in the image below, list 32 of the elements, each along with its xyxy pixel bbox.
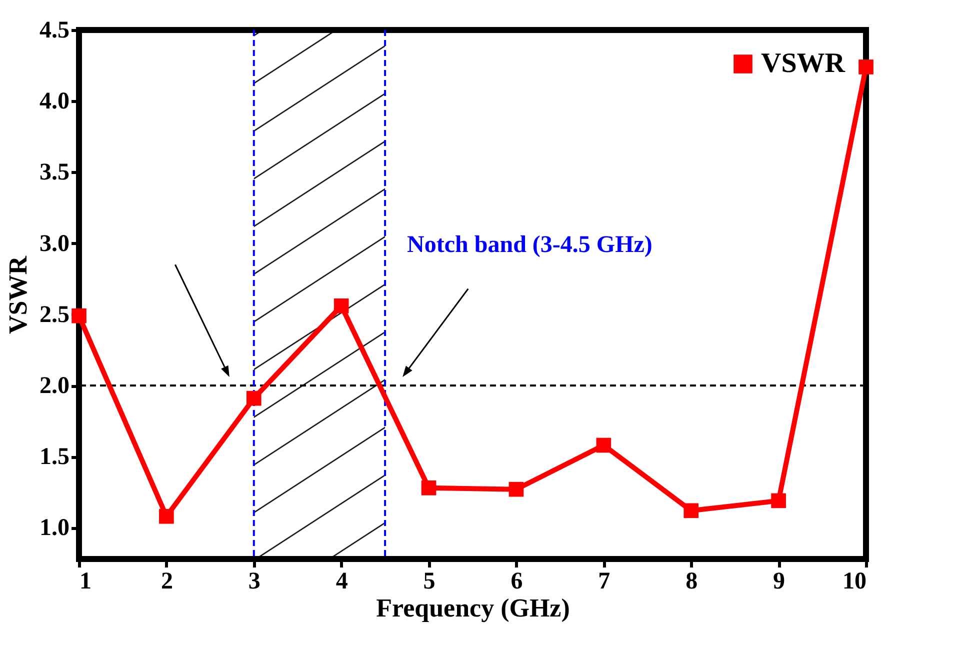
- point: [508, 482, 524, 497]
- point: [334, 298, 349, 314]
- y-tick-label: 3.5: [40, 160, 70, 186]
- point: [159, 508, 174, 524]
- y-tick-label: 4.5: [40, 18, 70, 44]
- y-tick-label: 3.0: [40, 230, 70, 257]
- point: [771, 493, 786, 508]
- y-tick-label: 1.0: [40, 515, 70, 542]
- point: [684, 503, 699, 518]
- y-tick-label: 1.5: [40, 444, 70, 470]
- x-tick-label: 2: [160, 568, 173, 594]
- legend-label: VSWR: [761, 48, 846, 79]
- y-tick-label: 4.0: [40, 88, 70, 115]
- x-tick-label: 10: [842, 568, 866, 594]
- x-axis-title: Frequency (GHz): [376, 594, 570, 622]
- x-tick-label: 4: [336, 568, 348, 594]
- point: [858, 60, 874, 74]
- y-tick-label: 2.0: [40, 373, 70, 400]
- point: [72, 308, 86, 324]
- y-axis-title: VSWR: [4, 256, 32, 334]
- point: [246, 390, 262, 406]
- band-label: Notch band (3-4.5 GHz): [407, 232, 652, 258]
- x-tick-label: 9: [773, 568, 786, 594]
- x-tick-label: 5: [423, 568, 436, 594]
- x-tick-label: 6: [510, 568, 523, 594]
- point: [596, 438, 612, 453]
- x-tick-label: 7: [598, 568, 610, 594]
- point: [421, 480, 436, 496]
- x-tick-label: 8: [686, 568, 698, 594]
- x-tick-label: 3: [248, 568, 260, 594]
- x-tick-label: 1: [80, 568, 92, 594]
- y-tick-label: 2.5: [40, 302, 70, 328]
